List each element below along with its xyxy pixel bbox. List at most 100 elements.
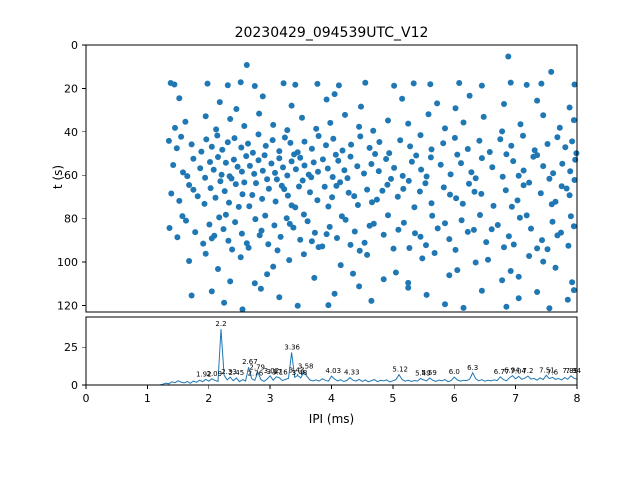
scatter-point — [208, 235, 215, 242]
scatter-point — [325, 302, 332, 309]
scatter-point — [478, 155, 485, 162]
scatter-point — [310, 159, 317, 166]
scatter-point — [241, 123, 248, 129]
scatter-point — [570, 287, 577, 294]
scatter-point — [286, 220, 293, 227]
scatter-point — [217, 178, 224, 185]
scatter-point — [183, 217, 189, 224]
scatter-point — [419, 255, 426, 262]
scatter-point — [503, 151, 510, 158]
scatter-point — [231, 135, 238, 142]
scatter-point — [276, 155, 283, 162]
scatter-point — [562, 144, 569, 151]
scatter-point — [172, 124, 178, 131]
scatter-point — [299, 114, 305, 121]
y-tick-label: 40 — [64, 126, 78, 139]
scatter-point — [271, 222, 278, 229]
scatter-point — [428, 200, 435, 207]
scatter-point — [517, 121, 524, 128]
scatter-point — [540, 258, 547, 265]
scatter-point — [264, 176, 271, 183]
scatter-point — [315, 244, 322, 251]
scatter-point — [422, 180, 429, 187]
scatter-point — [281, 186, 288, 193]
scatter-point — [552, 264, 559, 271]
scatter-point — [497, 136, 504, 143]
scatter-point — [296, 183, 302, 190]
scatter-point — [219, 146, 226, 153]
scatter-point — [395, 226, 402, 233]
scatter-point — [456, 80, 463, 86]
scatter-point — [215, 154, 221, 160]
scatter-point — [537, 190, 544, 197]
scatter-point — [284, 172, 291, 179]
scatter-point — [253, 180, 259, 187]
scatter-point — [534, 245, 541, 252]
scatter-point — [329, 194, 336, 201]
scatter-point — [288, 102, 295, 109]
scatter-point — [476, 137, 483, 144]
scatter-point — [464, 146, 471, 152]
scatter-point — [418, 166, 425, 173]
scatter-point — [197, 165, 204, 172]
scatter-point — [300, 251, 307, 258]
scatter-point — [287, 139, 294, 146]
scatter-point — [468, 169, 475, 176]
scatter-point — [405, 177, 412, 184]
scatter-point — [315, 168, 321, 175]
scatter-point — [323, 231, 330, 238]
scatter-point — [413, 152, 420, 159]
scatter-point — [229, 246, 236, 253]
peak-annotation: 5.12 — [392, 366, 408, 374]
scatter-point — [202, 174, 209, 181]
scatter-point — [174, 234, 181, 241]
scatter-point — [265, 241, 272, 248]
scatter-point — [337, 179, 344, 186]
scatter-point — [501, 101, 507, 107]
scatter-point — [347, 153, 354, 160]
x-tick-label: 1 — [144, 392, 151, 405]
scatter-point — [528, 225, 534, 232]
scatter-point — [416, 188, 423, 195]
scatter-point — [437, 161, 444, 168]
scatter-point — [251, 170, 258, 177]
scatter-point — [243, 240, 250, 247]
scatter-point — [440, 184, 447, 191]
scatter-point — [397, 137, 404, 144]
scatter-point — [339, 147, 346, 154]
y-tick-label: 60 — [64, 169, 78, 182]
scatter-point — [427, 154, 434, 161]
scatter-point — [202, 250, 209, 257]
scatter-point — [546, 305, 553, 312]
scatter-point — [550, 170, 557, 177]
scatter-point — [405, 284, 412, 291]
scatter-point — [292, 81, 299, 88]
scatter-point — [380, 231, 387, 238]
scatter-point — [570, 117, 577, 124]
scatter-point — [182, 118, 189, 125]
scatter-point — [221, 299, 228, 306]
scatter-point — [408, 158, 415, 165]
scatter-point — [485, 256, 491, 263]
scatter-point — [488, 226, 495, 233]
scatter-point — [520, 132, 526, 139]
scatter-point — [261, 152, 268, 159]
scatter-point — [186, 258, 193, 264]
scatter-point — [566, 192, 573, 199]
scatter-point — [483, 239, 490, 246]
scatter-point — [213, 126, 220, 133]
scatter-point — [208, 288, 215, 295]
scatter-point — [460, 119, 467, 126]
scatter-point — [569, 279, 576, 286]
scatter-point — [338, 213, 345, 220]
scatter-point — [237, 254, 244, 261]
scatter-point — [259, 195, 266, 202]
scatter-point — [466, 92, 473, 99]
scatter-point — [227, 116, 234, 122]
peak-annotation: 6.0 — [449, 368, 460, 376]
scatter-point — [385, 117, 391, 124]
scatter-point — [226, 199, 232, 206]
scatter-point — [565, 242, 572, 249]
scatter-point — [478, 190, 485, 197]
